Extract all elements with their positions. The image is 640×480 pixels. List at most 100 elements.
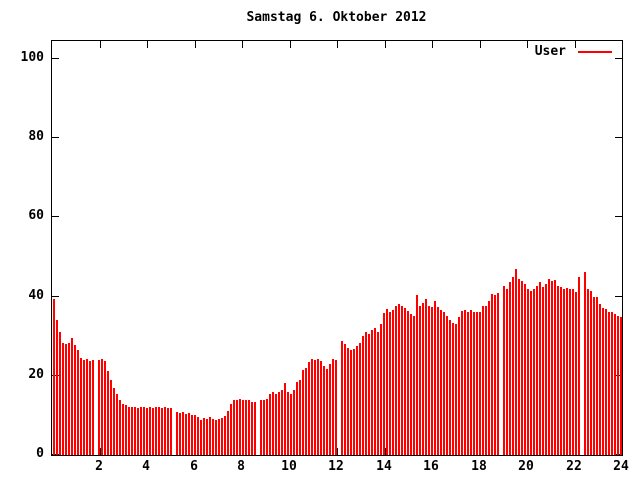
bar xyxy=(563,289,565,455)
bar xyxy=(230,404,232,455)
bar xyxy=(293,390,295,455)
bar xyxy=(314,360,316,455)
bar xyxy=(575,292,577,455)
x-tick-label: 14 xyxy=(376,459,392,474)
bar xyxy=(53,299,55,455)
bar xyxy=(335,360,337,455)
bar xyxy=(119,400,121,455)
x-tick-label: 18 xyxy=(471,459,487,474)
bar xyxy=(518,279,520,455)
chart-title: Samstag 6. Oktober 2012 xyxy=(246,10,427,25)
bar xyxy=(113,388,115,455)
bar xyxy=(422,303,424,455)
bar xyxy=(260,400,262,455)
bar xyxy=(305,368,307,455)
bar xyxy=(479,312,481,455)
bar xyxy=(308,362,310,455)
bar xyxy=(455,324,457,455)
bar xyxy=(605,309,607,455)
bar xyxy=(362,336,364,455)
x-tick-label: 22 xyxy=(566,459,582,474)
bar xyxy=(284,383,286,455)
y-tick-label: 100 xyxy=(20,50,44,65)
legend: User xyxy=(535,45,612,59)
bar xyxy=(194,415,196,455)
bar xyxy=(158,407,160,455)
bar xyxy=(413,316,415,455)
bar xyxy=(356,346,358,455)
bar xyxy=(269,394,271,455)
bar xyxy=(368,334,370,455)
bar xyxy=(317,359,319,455)
bar xyxy=(326,369,328,455)
bar xyxy=(149,407,151,455)
bar xyxy=(461,311,463,455)
bar xyxy=(275,394,277,455)
bar xyxy=(218,419,220,455)
y-axis-tick xyxy=(52,216,59,217)
bar xyxy=(596,297,598,455)
bar xyxy=(272,392,274,455)
bar xyxy=(212,419,214,455)
bar xyxy=(176,412,178,455)
bar xyxy=(617,316,619,455)
bar xyxy=(125,405,127,455)
bar xyxy=(254,402,256,455)
bar xyxy=(263,400,265,455)
y-axis-tick xyxy=(52,137,59,138)
bar xyxy=(620,317,622,455)
bar xyxy=(200,420,202,455)
bar xyxy=(152,408,154,455)
bar xyxy=(62,343,64,455)
bar xyxy=(446,316,448,455)
x-tick-label: 12 xyxy=(328,459,344,474)
bar xyxy=(503,286,505,455)
bars-layer xyxy=(52,41,622,455)
bar xyxy=(185,414,187,455)
bar xyxy=(101,359,103,455)
bar xyxy=(107,371,109,455)
bar xyxy=(167,408,169,455)
bar xyxy=(155,407,157,455)
x-axis-tick-mirror xyxy=(195,41,196,48)
bar xyxy=(221,418,223,455)
y-axis-tick xyxy=(52,375,59,376)
plot-area: User xyxy=(51,40,623,456)
bar xyxy=(59,332,61,455)
bar xyxy=(233,400,235,455)
bar xyxy=(464,310,466,455)
y-axis-tick xyxy=(52,454,59,455)
bar xyxy=(86,359,88,455)
bar xyxy=(380,324,382,455)
bar xyxy=(245,400,247,455)
y-axis-tick-mirror xyxy=(615,296,622,297)
bar xyxy=(476,312,478,455)
bar xyxy=(533,289,535,455)
x-tick-label: 4 xyxy=(142,459,150,474)
bar xyxy=(419,306,421,455)
bar xyxy=(590,291,592,455)
bar xyxy=(374,328,376,455)
y-axis-tick xyxy=(52,296,59,297)
bar xyxy=(536,286,538,455)
bar xyxy=(431,307,433,455)
bar xyxy=(266,399,268,455)
bar xyxy=(311,359,313,455)
bar xyxy=(239,399,241,455)
bar xyxy=(608,312,610,455)
bar xyxy=(389,312,391,455)
bar xyxy=(248,400,250,455)
bar xyxy=(485,306,487,455)
bar xyxy=(482,306,484,455)
bar xyxy=(227,411,229,455)
bar xyxy=(203,418,205,455)
x-axis-tick-mirror xyxy=(575,41,576,48)
bar xyxy=(467,312,469,455)
x-axis-tick-mirror xyxy=(147,41,148,48)
y-tick-label: 40 xyxy=(28,288,44,303)
bar xyxy=(299,380,301,455)
x-axis-tick-mirror xyxy=(480,41,481,48)
bar xyxy=(353,349,355,455)
bar xyxy=(350,350,352,455)
bar xyxy=(287,392,289,455)
